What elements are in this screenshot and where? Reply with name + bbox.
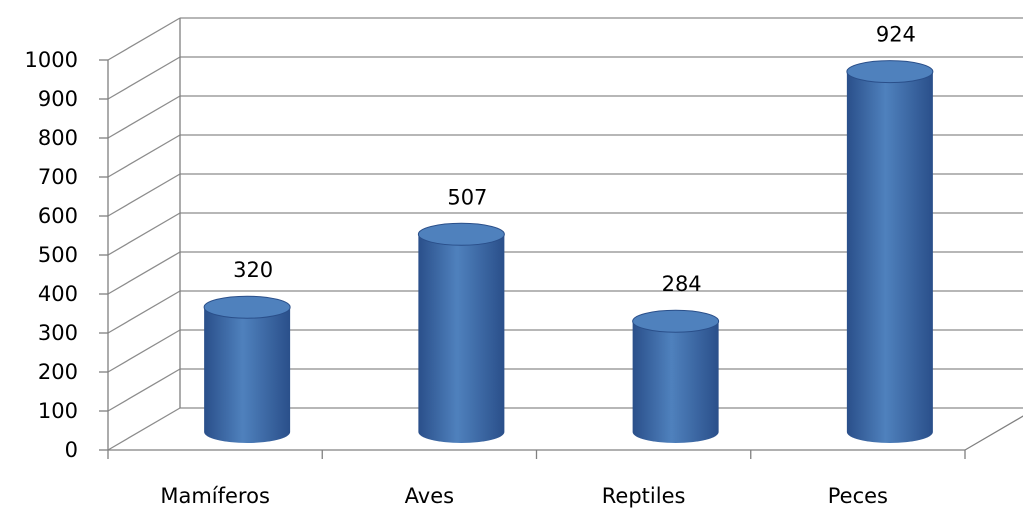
bar-body [846,71,933,443]
data-labels: 320 507 284 924 [233,23,916,297]
gridline-side [107,95,181,139]
y-tick-label: 800 [38,126,78,150]
y-tick-label: 0 [65,438,78,462]
data-label: 924 [876,23,916,47]
gridline-side [107,290,181,334]
category-label: Mamíferos [160,484,270,508]
y-tick-label: 700 [38,165,78,189]
category-label: Peces [828,484,888,508]
gridline-side [107,134,181,178]
y-tick-label: 1000 [25,48,78,72]
y-tick-label: 100 [38,399,78,423]
gridline-side [107,56,181,100]
y-tick-label: 900 [38,87,78,111]
x-axis-category-labels: Mamíferos Aves Reptiles Peces [160,484,888,508]
bar-top [632,309,720,333]
data-label: 320 [233,258,273,282]
gridline-side [107,368,181,412]
bar-mamíferos [203,295,291,443]
y-tick-label: 200 [38,360,78,384]
data-label: 507 [447,185,487,209]
y-tick-label: 600 [38,204,78,228]
bar-top [846,60,934,84]
category-label: Aves [405,484,454,508]
data-label: 284 [662,272,702,296]
bar-body [204,307,291,443]
bar-peces [846,60,934,443]
bar-aves [417,222,505,443]
gridline-side [107,173,181,217]
y-tick-label: 500 [38,243,78,267]
bar-top [203,295,291,319]
axes [99,18,1023,459]
gridline-side [107,212,181,256]
gridline-side [107,329,181,373]
gridline-side [107,251,181,295]
bar-body [632,321,719,443]
bar-top [417,222,505,246]
category-label: Reptiles [602,484,686,508]
bars [203,60,934,443]
floor-right-edge [964,415,1023,451]
bar-reptiles [632,309,720,443]
y-tick-label: 300 [38,321,78,345]
y-axis-tick-labels: 0 100 200 300 400 500 600 700 800 900 1000 [25,48,78,462]
bar-body [418,234,505,443]
y-tick-label: 400 [38,282,78,306]
gridline-side [107,17,181,61]
gridline-side [107,407,181,451]
